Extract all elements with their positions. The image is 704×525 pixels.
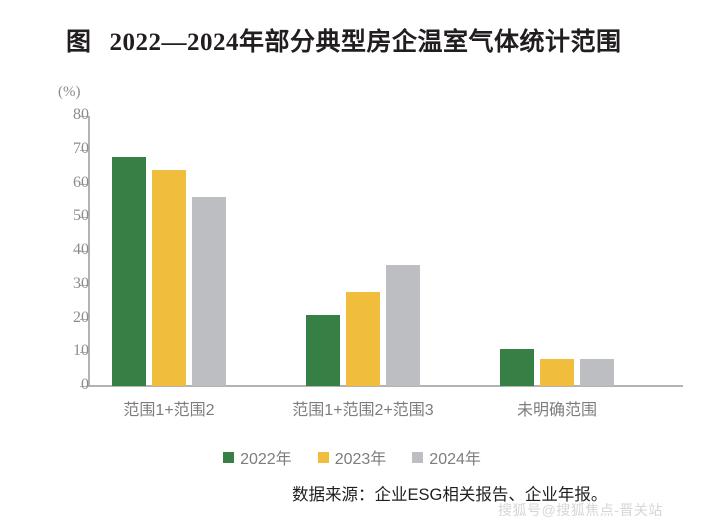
- y-axis-tick-label-wrap: 50: [36, 208, 89, 224]
- y-axis-unit-label: (%): [58, 84, 81, 100]
- bar: [192, 197, 226, 386]
- plot-area: [90, 116, 683, 386]
- y-axis-tick-label: 40: [73, 241, 89, 258]
- figure-title-text: 2022—2024年部分典型房企温室气体统计范围: [109, 29, 622, 56]
- y-axis-tick-label: 10: [73, 342, 89, 360]
- y-axis-tick-label: 30: [73, 274, 89, 292]
- y-axis-tick-label: 60: [73, 173, 89, 191]
- y-axis-tick-label: 50: [73, 207, 89, 225]
- x-axis-category-label: 范围1+范围2: [123, 402, 215, 419]
- legend-swatch-icon: [223, 451, 235, 463]
- legend-item[interactable]: 2022年: [223, 445, 292, 469]
- y-axis-tick: [80, 284, 89, 286]
- y-axis-tick-label: 80: [73, 106, 89, 123]
- legend-label: 2022年: [240, 451, 292, 468]
- y-axis-tick-label: 20: [73, 308, 89, 326]
- y-axis-tick: [80, 251, 89, 252]
- bar: [500, 348, 534, 386]
- y-axis-tick: [80, 386, 89, 387]
- y-axis-tick-label-wrap: 40: [36, 242, 89, 258]
- y-axis-tick: [80, 352, 89, 354]
- y-axis-tick-label: 0: [81, 376, 89, 393]
- figure-label: 图: [66, 29, 92, 56]
- legend-label: 2024年: [429, 451, 481, 468]
- y-axis-tick: [80, 116, 89, 117]
- y-axis-tick-label-wrap: 10: [36, 343, 89, 359]
- y-axis-tick: [80, 149, 89, 151]
- bar: [346, 291, 380, 386]
- watermark: 搜狐号@搜狐焦点-晋关站: [498, 502, 663, 518]
- x-axis-category-label: 未明确范围: [516, 402, 597, 419]
- legend-swatch-icon: [317, 451, 329, 463]
- y-axis-tick-label-wrap: 30: [36, 275, 89, 291]
- y-axis-tick-label-wrap: 80: [36, 107, 89, 123]
- legend-swatch-icon: [412, 451, 424, 463]
- bar: [540, 359, 574, 386]
- y-axis-tick-label: 70: [73, 139, 89, 157]
- bar: [580, 359, 614, 386]
- legend-label: 2023年: [334, 451, 387, 468]
- y-axis-tick: [80, 217, 89, 219]
- bar: [152, 170, 186, 386]
- bar: [112, 156, 146, 386]
- y-axis-tick-label-wrap: 60: [36, 174, 89, 190]
- legend-item[interactable]: 2023年: [317, 445, 387, 469]
- chart-legend: 2022年 2023年 2024年: [0, 445, 704, 469]
- bar: [386, 264, 420, 386]
- y-axis-tick-label-wrap: 0: [36, 377, 89, 393]
- bar-group: [306, 116, 420, 386]
- bar: [306, 315, 340, 386]
- x-axis-line: [88, 385, 683, 387]
- y-axis-tick: [80, 183, 89, 185]
- x-axis-category-label: 范围1+范围2+范围3: [292, 402, 434, 419]
- page-title: 图 2022—2024年部分典型房企温室气体统计范围: [66, 20, 686, 60]
- y-axis-line: [88, 116, 90, 387]
- bar-chart: (%) 0 10 20 30 40 50 60 70 80 范围1+范围2 范围1+范围2+范围3…: [0, 60, 704, 525]
- y-axis-tick-label-wrap: 70: [36, 140, 89, 156]
- source-note: 数据来源：企业ESG相关报告、企业年报。: [292, 486, 608, 504]
- y-axis-tick: [80, 318, 89, 320]
- legend-item[interactable]: 2024年: [412, 445, 481, 469]
- bar-group: [112, 116, 226, 386]
- y-axis-tick-label-wrap: 20: [36, 309, 89, 325]
- bar-group: [500, 116, 614, 386]
